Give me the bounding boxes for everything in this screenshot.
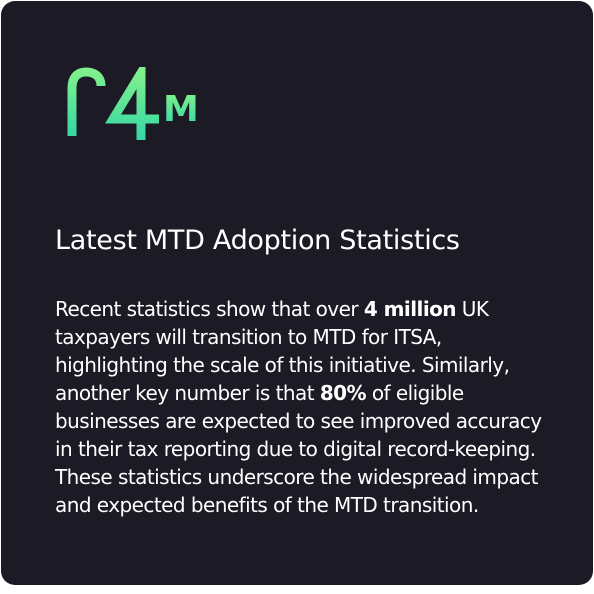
body-highlight-taxpayers: 4 million [363,297,457,321]
stat-figure: M [57,53,199,143]
card-body: Recent statistics show that over 4 milli… [55,295,545,519]
statistics-card: M Latest MTD Adoption Statistics Recent … [1,1,593,585]
body-text-3: of eligible businesses are expected to s… [55,381,542,517]
card-title: Latest MTD Adoption Statistics [55,225,460,256]
body-text-1: Recent statistics show that over [55,297,364,321]
pound-four-icon [60,67,159,141]
stat-unit: M [163,89,199,130]
body-highlight-percent: 80% [319,381,367,405]
body-text-2: UK taxpayers will transition to MTD for … [55,297,510,405]
